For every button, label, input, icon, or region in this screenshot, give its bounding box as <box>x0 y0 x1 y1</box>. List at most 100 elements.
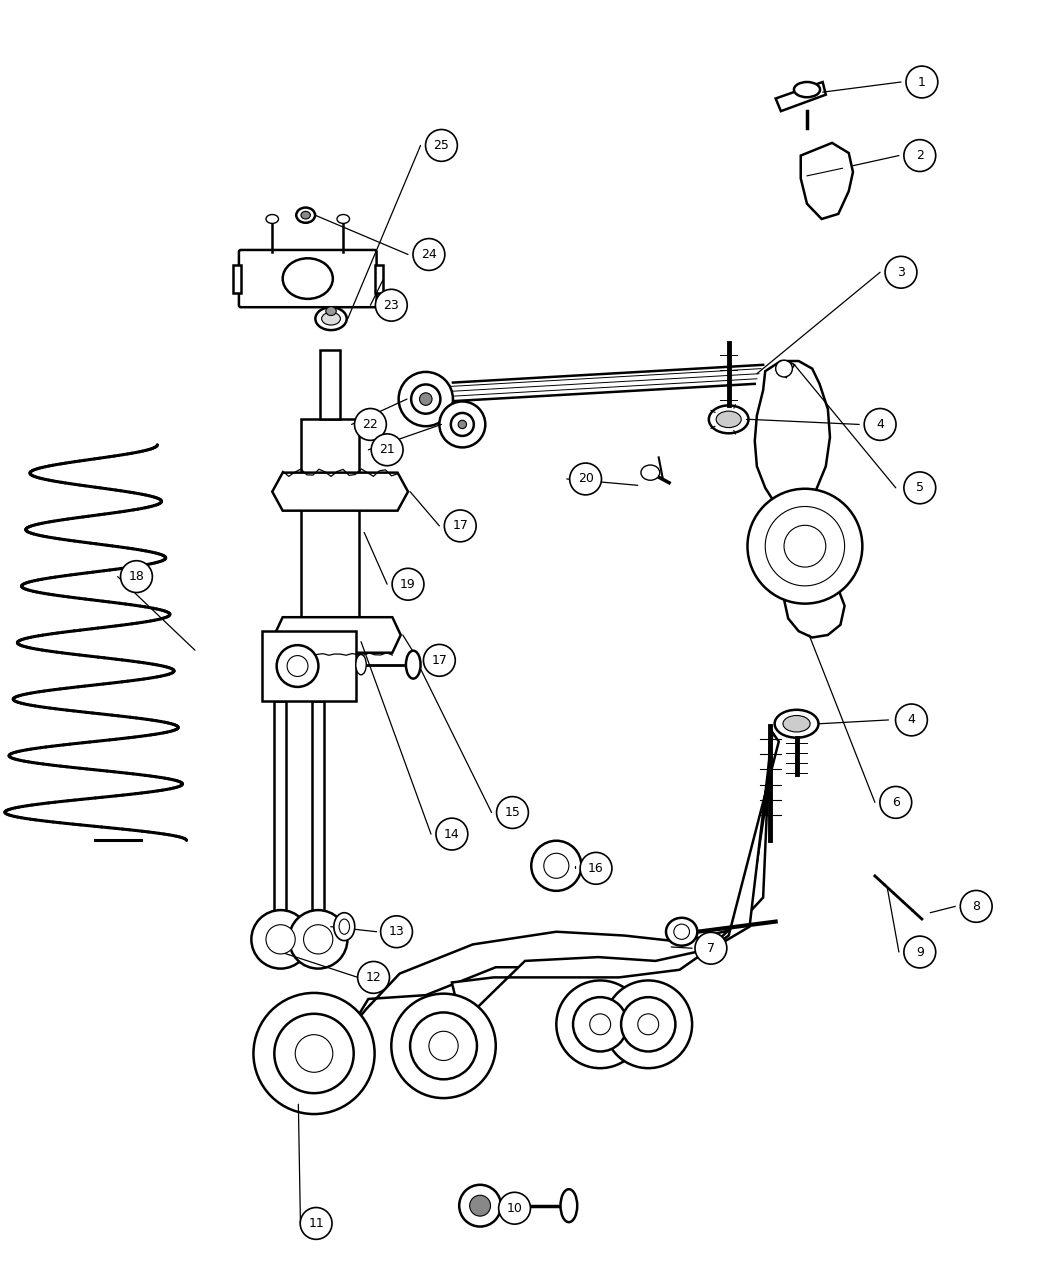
Circle shape <box>637 1014 658 1035</box>
Circle shape <box>392 993 496 1098</box>
Circle shape <box>622 997 675 1052</box>
FancyBboxPatch shape <box>239 250 377 307</box>
Circle shape <box>469 1195 490 1216</box>
Text: 16: 16 <box>588 862 604 875</box>
Circle shape <box>904 472 936 504</box>
Circle shape <box>358 961 390 993</box>
Text: 17: 17 <box>432 654 447 667</box>
Bar <box>320 349 340 419</box>
Circle shape <box>392 569 424 601</box>
Circle shape <box>289 910 348 969</box>
Text: 21: 21 <box>379 444 395 456</box>
Text: 3: 3 <box>897 265 905 279</box>
Circle shape <box>864 408 896 440</box>
Circle shape <box>413 238 445 270</box>
Circle shape <box>885 256 917 288</box>
Ellipse shape <box>716 411 741 427</box>
Circle shape <box>411 1012 477 1080</box>
Circle shape <box>436 819 468 850</box>
Ellipse shape <box>783 715 811 732</box>
Text: 17: 17 <box>453 519 468 533</box>
Circle shape <box>695 932 727 964</box>
Ellipse shape <box>794 82 820 97</box>
Circle shape <box>459 1184 501 1227</box>
Circle shape <box>439 402 485 448</box>
Ellipse shape <box>709 405 749 434</box>
Text: 25: 25 <box>434 139 449 152</box>
Polygon shape <box>375 265 383 292</box>
Circle shape <box>444 510 476 542</box>
Ellipse shape <box>282 259 333 298</box>
Ellipse shape <box>674 924 690 940</box>
Polygon shape <box>274 617 401 653</box>
Circle shape <box>276 645 318 687</box>
Text: 15: 15 <box>505 806 521 819</box>
Circle shape <box>372 434 403 465</box>
Text: 2: 2 <box>916 149 924 162</box>
Text: 23: 23 <box>383 298 399 311</box>
Polygon shape <box>452 733 779 1026</box>
Ellipse shape <box>326 307 336 315</box>
Ellipse shape <box>640 465 659 481</box>
Circle shape <box>412 385 440 413</box>
Circle shape <box>499 1192 530 1224</box>
Polygon shape <box>801 143 853 219</box>
Ellipse shape <box>337 214 350 223</box>
Circle shape <box>420 393 432 405</box>
Circle shape <box>904 936 936 968</box>
Circle shape <box>573 997 627 1052</box>
Circle shape <box>287 655 308 677</box>
Text: 11: 11 <box>309 1216 324 1230</box>
Circle shape <box>570 463 602 495</box>
Circle shape <box>906 66 938 98</box>
Polygon shape <box>776 82 825 111</box>
Text: 13: 13 <box>388 926 404 938</box>
Circle shape <box>380 915 413 947</box>
Ellipse shape <box>356 654 366 674</box>
Circle shape <box>376 289 407 321</box>
Text: 6: 6 <box>891 796 900 808</box>
Ellipse shape <box>334 913 355 941</box>
Circle shape <box>531 840 582 891</box>
Circle shape <box>544 853 569 878</box>
Ellipse shape <box>301 212 311 219</box>
Text: 24: 24 <box>421 247 437 261</box>
Text: 5: 5 <box>916 482 924 495</box>
Circle shape <box>450 413 474 436</box>
Text: 10: 10 <box>506 1202 523 1215</box>
Circle shape <box>428 1031 458 1061</box>
Text: 22: 22 <box>362 418 378 431</box>
Text: 7: 7 <box>707 942 715 955</box>
Circle shape <box>556 980 644 1068</box>
Circle shape <box>784 525 825 567</box>
Ellipse shape <box>775 710 819 738</box>
Ellipse shape <box>406 650 421 678</box>
Circle shape <box>274 1014 354 1093</box>
Circle shape <box>880 787 911 819</box>
Circle shape <box>253 993 375 1114</box>
Circle shape <box>355 408 386 440</box>
Text: 12: 12 <box>365 970 381 984</box>
Text: 1: 1 <box>918 75 926 88</box>
Bar <box>312 701 323 914</box>
Text: 8: 8 <box>972 900 981 913</box>
Text: 9: 9 <box>916 946 924 959</box>
Polygon shape <box>778 361 795 377</box>
Ellipse shape <box>339 919 350 935</box>
Bar <box>261 631 356 701</box>
Text: 19: 19 <box>400 578 416 590</box>
Circle shape <box>303 924 333 954</box>
Circle shape <box>748 488 862 603</box>
Circle shape <box>423 644 456 676</box>
Circle shape <box>121 561 152 593</box>
Circle shape <box>458 421 466 428</box>
Bar <box>274 701 287 914</box>
Polygon shape <box>351 729 776 1028</box>
Circle shape <box>251 910 310 969</box>
Circle shape <box>300 1207 332 1239</box>
Circle shape <box>590 1014 611 1035</box>
Circle shape <box>776 361 793 377</box>
Circle shape <box>295 1035 333 1072</box>
Circle shape <box>399 372 453 426</box>
Ellipse shape <box>561 1190 578 1223</box>
